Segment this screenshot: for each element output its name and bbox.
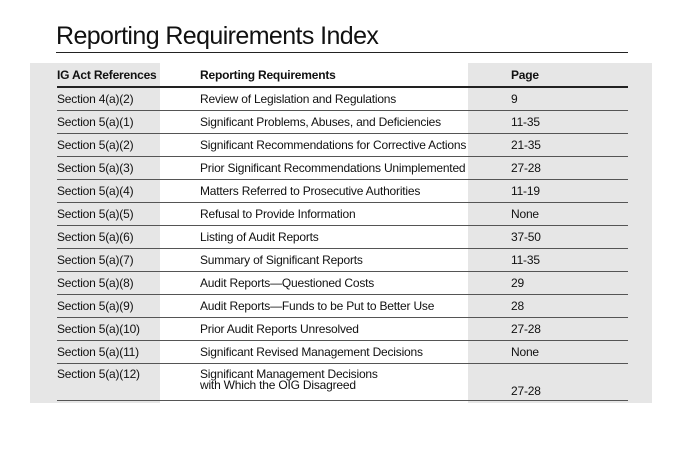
table-row: Section 5(a)(3) Prior Significant Recomme… [57,156,628,180]
page-cell: None [511,202,628,226]
table-row: Section 5(a)(11) Significant Revised Mana… [57,340,628,364]
reference-cell: Section 5(a)(12) [57,363,200,401]
reference-cell: Section 4(a)(2) [57,87,200,111]
table-row: Section 5(a)(7) Summary of Significant Re… [57,248,628,272]
page-cell: 21-35 [511,133,628,157]
column-header: Page [511,63,628,88]
requirement-cell: Audit Reports—Questioned Costs [200,271,511,295]
requirement-cell: Significant Revised Management Decisions [200,340,511,364]
reference-cell: Section 5(a)(4) [57,179,200,203]
reference-cell: Section 5(a)(2) [57,133,200,157]
requirement-cell: Review of Legislation and Regulations [200,87,511,111]
requirement-cell: Prior Audit Reports Unresolved [200,317,511,341]
table-row: Section 5(a)(10) Prior Audit Reports Unre… [57,317,628,341]
reference-cell: Section 5(a)(7) [57,248,200,272]
reference-cell: Section 5(a)(9) [57,294,200,318]
page-cell: 11-19 [511,179,628,203]
column-header: IG Act References [57,63,200,88]
requirement-cell: Audit Reports—Funds to be Put to Better … [200,294,511,318]
requirement-cell: Significant Recommendations for Correcti… [200,133,511,157]
page-cell: 29 [511,271,628,295]
reference-cell: Section 5(a)(10) [57,317,200,341]
requirement-cell: Matters Referred to Prosecutive Authorit… [200,179,511,203]
page-cell: 27-28 [511,317,628,341]
table-row: Section 4(a)(2) Review of Legislation and… [57,87,628,111]
table-row: Section 5(a)(12) Significant Management D… [57,363,628,401]
reference-cell: Section 5(a)(8) [57,271,200,295]
page-title: Reporting Requirements Index [56,22,379,50]
table-row: Section 5(a)(2) Significant Recommendatio… [57,133,628,157]
table-row: Section 5(a)(1) Significant Problems, Abu… [57,110,628,134]
index-table: IG Act References Reporting Requirements P… [57,63,628,401]
table-row: Section 5(a)(4) Matters Referred to Prose… [57,179,628,203]
header-row: IG Act References Reporting Requirements P… [57,63,628,88]
table-row: Section 5(a)(5) Refusal to Provide Inform… [57,202,628,226]
page-cell: 11-35 [511,110,628,134]
page-cell: 27-28 [511,363,628,401]
reference-cell: Section 5(a)(6) [57,225,200,249]
page-cell: 9 [511,87,628,111]
page-cell: None [511,340,628,364]
table-row: Section 5(a)(9) Audit Reports—Funds to be… [57,294,628,318]
table-row: Section 5(a)(6) Listing of Audit Reports 3… [57,225,628,249]
reference-cell: Section 5(a)(11) [57,340,200,364]
requirement-cell: Summary of Significant Reports [200,248,511,272]
reference-cell: Section 5(a)(5) [57,202,200,226]
requirement-cell: Prior Significant Recommendations Unimpl… [200,156,511,180]
page-cell: 11-35 [511,248,628,272]
requirement-cell: Significant Problems, Abuses, and Defici… [200,110,511,134]
requirement-cell: Listing of Audit Reports [200,225,511,249]
reference-cell: Section 5(a)(3) [57,156,200,180]
reference-cell: Section 5(a)(1) [57,110,200,134]
page-cell: 28 [511,294,628,318]
page-cell: 37-50 [511,225,628,249]
page-cell: 27-28 [511,156,628,180]
title-rule [56,52,628,53]
column-header: Reporting Requirements [200,63,511,88]
requirement-cell: Significant Management Decisions with Wh… [200,363,511,401]
table-row: Section 5(a)(8) Audit Reports—Questioned … [57,271,628,295]
requirement-cell: Refusal to Provide Information [200,202,511,226]
